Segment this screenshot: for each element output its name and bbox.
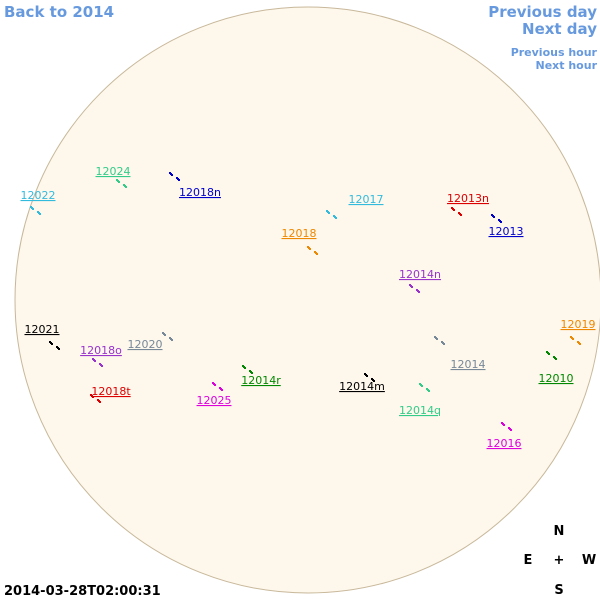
sunspot bbox=[572, 338, 574, 340]
timestamp: 2014-03-28T02:00:31 bbox=[4, 584, 161, 599]
sunspot bbox=[221, 389, 223, 391]
sunspot bbox=[460, 214, 462, 216]
region-label[interactable]: 12013 bbox=[489, 225, 524, 238]
previous-hour-link[interactable]: Previous hour bbox=[511, 46, 598, 59]
sunspot bbox=[171, 339, 173, 341]
sunspot bbox=[335, 217, 337, 219]
sunspot bbox=[118, 181, 120, 183]
next-hour-link[interactable]: Next hour bbox=[536, 59, 598, 72]
sunspot bbox=[328, 212, 330, 214]
sunspot bbox=[510, 429, 512, 431]
sunspot bbox=[453, 209, 455, 211]
sunspot bbox=[436, 338, 438, 340]
region-label[interactable]: 12020 bbox=[128, 338, 163, 351]
sunspot bbox=[428, 390, 430, 392]
region-label[interactable]: 12010 bbox=[539, 372, 574, 385]
sunspot bbox=[493, 216, 495, 218]
sunspot bbox=[171, 174, 173, 176]
sunspot bbox=[555, 358, 557, 360]
region-label[interactable]: 12013n bbox=[447, 192, 489, 205]
region-label[interactable]: 12021 bbox=[25, 323, 60, 336]
sunspot bbox=[443, 343, 445, 345]
region-label[interactable]: 12022 bbox=[21, 189, 56, 202]
sunspot bbox=[58, 348, 60, 350]
sunspot bbox=[39, 213, 41, 215]
compass-south: S bbox=[554, 583, 563, 598]
sunspot bbox=[316, 253, 318, 255]
sunspot bbox=[101, 365, 103, 367]
sunspot bbox=[418, 291, 420, 293]
sunspot bbox=[94, 360, 96, 362]
sunspot bbox=[92, 396, 94, 398]
sunspot bbox=[579, 343, 581, 345]
region-label[interactable]: 12018t bbox=[91, 385, 131, 398]
region-label[interactable]: 12025 bbox=[197, 394, 232, 407]
compass-west: W bbox=[582, 553, 596, 568]
region-label[interactable]: 12014q bbox=[399, 404, 441, 417]
sunspot bbox=[214, 384, 216, 386]
sunspot bbox=[99, 401, 101, 403]
previous-day-link[interactable]: Previous day bbox=[488, 3, 597, 21]
region-label[interactable]: 12024 bbox=[96, 165, 131, 178]
sunspot bbox=[125, 186, 127, 188]
region-label[interactable]: 12014 bbox=[451, 358, 486, 371]
region-label[interactable]: 12019 bbox=[561, 318, 596, 331]
sunspot bbox=[411, 286, 413, 288]
region-label[interactable]: 12014r bbox=[241, 374, 281, 387]
region-label[interactable]: 12017 bbox=[349, 193, 384, 206]
compass: N E + W S bbox=[524, 524, 597, 598]
back-link[interactable]: Back to 2014 bbox=[4, 3, 114, 21]
sunspot bbox=[164, 334, 166, 336]
region-label[interactable]: 12014n bbox=[399, 268, 441, 281]
region-label[interactable]: 12014m bbox=[339, 380, 385, 393]
region-label[interactable]: 12016 bbox=[487, 437, 522, 450]
compass-east: E bbox=[524, 553, 533, 568]
region-label[interactable]: 12018o bbox=[80, 344, 122, 357]
sunspot bbox=[548, 353, 550, 355]
sunspot bbox=[309, 248, 311, 250]
sunspot bbox=[51, 343, 53, 345]
sunspot bbox=[500, 221, 502, 223]
compass-center: + bbox=[554, 553, 565, 568]
sunspot bbox=[366, 375, 368, 377]
sunspot bbox=[244, 367, 246, 369]
solar-disk bbox=[14, 6, 600, 594]
sunspot bbox=[251, 372, 253, 374]
region-label[interactable]: 12018 bbox=[282, 227, 317, 240]
sunspot bbox=[421, 385, 423, 387]
sunspot bbox=[178, 179, 180, 181]
compass-north: N bbox=[554, 524, 565, 539]
next-day-link[interactable]: Next day bbox=[522, 20, 597, 38]
region-label[interactable]: 12018n bbox=[179, 186, 221, 199]
sunspot bbox=[373, 380, 375, 382]
sunspot bbox=[32, 208, 34, 210]
sunspot bbox=[503, 424, 505, 426]
